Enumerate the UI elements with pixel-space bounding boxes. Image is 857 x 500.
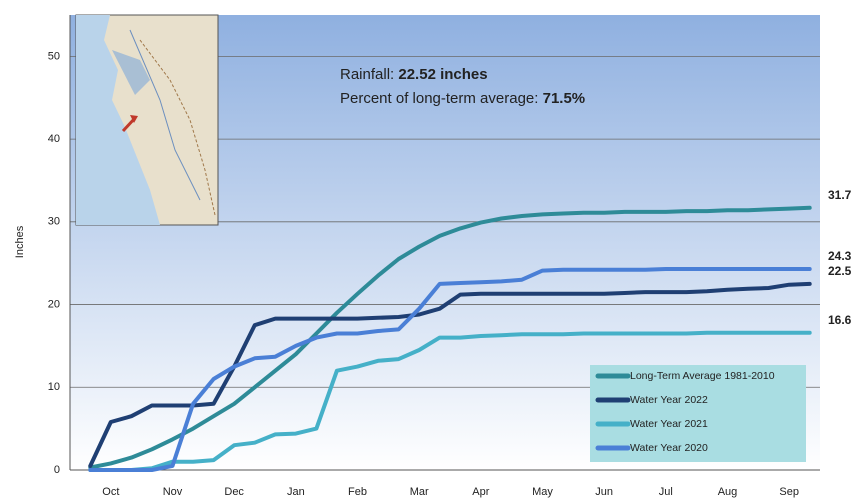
x-tick-label: Oct [102,486,119,498]
end-label: 22.5 [828,264,852,278]
y-axis-label: Inches [14,225,26,258]
y-tick-label: 40 [48,133,60,145]
series-line [88,205,812,470]
legend-label: Water Year 2022 [630,394,708,406]
x-tick-label: Sep [779,486,799,498]
end-label: 16.6 [828,313,852,327]
y-tick-label: 30 [48,216,60,228]
y-tick-label: 50 [48,50,60,62]
legend-label: Long-Term Average 1981-2010 [630,370,775,382]
series-line [88,267,812,472]
annotation: Percent of long-term average: 71.5% [340,90,585,107]
x-tick-label: Mar [410,486,429,498]
series-line [88,330,812,472]
x-tick-label: Apr [472,486,489,498]
legend-label: Water Year 2020 [630,442,708,454]
x-tick-label: Jan [287,486,305,498]
y-tick-label: 0 [54,464,60,476]
inset-map [75,14,219,226]
series-line [88,281,812,468]
x-tick-label: Nov [163,486,183,498]
x-tick-label: Jun [595,486,613,498]
y-tick-label: 20 [48,298,60,310]
annotation: Rainfall: 22.52 inches [340,66,488,83]
x-tick-label: Aug [718,486,738,498]
x-tick-label: Dec [224,486,244,498]
x-tick-label: Jul [659,486,673,498]
legend-label: Water Year 2021 [630,418,708,430]
x-tick-label: Feb [348,486,367,498]
x-tick-label: May [532,486,553,498]
end-label: 31.7 [828,188,852,202]
y-tick-label: 10 [48,381,60,393]
end-label: 24.3 [828,249,852,263]
